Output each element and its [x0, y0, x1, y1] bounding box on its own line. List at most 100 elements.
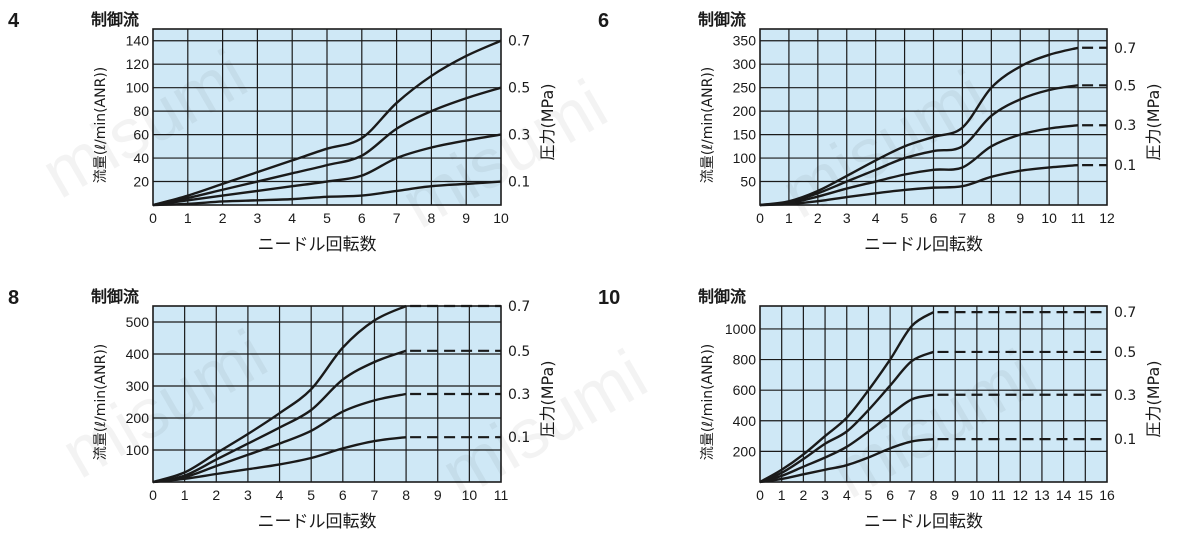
y-tick-label: 140: [126, 33, 150, 49]
x-tick-label: 4: [276, 487, 284, 503]
x-tick-label: 6: [339, 487, 347, 503]
y-tick-label: 100: [126, 442, 150, 458]
x-axis-label: ニードル回転数: [258, 235, 377, 255]
control-flow-label: 制御流: [698, 287, 746, 306]
x-tick-label: 0: [756, 210, 764, 226]
y-tick-label: 80: [133, 103, 149, 119]
x-tick-label: 7: [393, 210, 401, 226]
pressure-value-label: 0.5: [1114, 78, 1136, 94]
x-tick-label: 0: [756, 487, 764, 503]
plot-frame: [759, 28, 1108, 206]
series-line-0.1: [759, 163, 1079, 207]
series-line-0.7: [759, 46, 1079, 207]
series-line-0.1: [152, 436, 407, 484]
x-axis-label: ニードル回転数: [864, 235, 983, 255]
x-tick-label: 9: [434, 487, 442, 503]
series-line-0.3: [759, 124, 1079, 207]
series-line-0.7: [152, 304, 407, 484]
x-tick-label: 11: [1071, 210, 1086, 226]
x-tick-label: 12: [1099, 210, 1115, 226]
x-tick-label: 8: [428, 210, 436, 226]
chart-panel-8: 8 制御流 0 1 2 3 4 5 6 7 8 9 10 11 100 200 300 400 500 0.7 0.5 0…: [0, 277, 590, 554]
y-tick-label: 60: [133, 127, 149, 143]
y-tick-label: 500: [126, 314, 150, 330]
x-tick-label: 6: [358, 210, 366, 226]
pressure-value-label: 0.1: [508, 430, 530, 446]
x-tick-label: 3: [244, 487, 252, 503]
x-tick-label: 1: [785, 210, 793, 226]
y-axis-label: 流量(ℓ/min(ANR)): [700, 67, 716, 184]
series-line-0.1: [759, 437, 934, 484]
pressure-value-label: 0.3: [1114, 118, 1136, 134]
chart-svg: 8 制御流 0 1 2 3 4 5 6 7 8 9 10 11 100 200 300 400 500 0.7 0.5 0…: [8, 287, 557, 532]
y-tick-label: 100: [126, 80, 150, 96]
x-tick-label: 8: [987, 210, 995, 226]
y-tick-label: 400: [733, 413, 757, 429]
x-tick-label: 3: [821, 487, 829, 503]
y-tick-label: 200: [733, 443, 757, 459]
x-tick-label: 10: [1041, 210, 1057, 226]
y-tick-label: 120: [126, 56, 150, 72]
x-axis-label: ニードル回転数: [864, 512, 983, 532]
pressure-axis-label: 圧力(MPa): [1144, 83, 1163, 160]
chart-svg: 4 制御流 0 1 2 3 4 5 6 7 8 9 10 20 40 60 80 100 120 140 0.7 0.5 0…: [8, 10, 557, 255]
control-flow-label: 制御流: [91, 287, 139, 306]
chart-panel-6: 6 制御流 0 1 2 3 4 5 6 7 8 9 10 11 12 50 100 150 200 250 300 350…: [590, 0, 1180, 277]
pressure-value-label: 0.7: [1114, 41, 1136, 57]
x-tick-label: 2: [799, 487, 807, 503]
chart-panel-10: 10 制御流 0 1 2 3 4 5 6 7 8 9 10 11 12 13 14 15 16 200 400 600 80…: [590, 277, 1180, 554]
pressure-value-label: 0.3: [1114, 388, 1136, 404]
x-tick-label: 14: [1056, 487, 1072, 503]
series-line-0.5: [759, 84, 1079, 207]
x-tick-label: 3: [843, 210, 851, 226]
pressure-axis-label: 圧力(MPa): [538, 83, 557, 160]
x-tick-label: 1: [184, 210, 192, 226]
y-tick-label: 350: [733, 33, 757, 49]
series-line-0.7: [759, 311, 935, 484]
x-tick-label: 1: [181, 487, 189, 503]
x-tick-label: 2: [212, 487, 220, 503]
x-tick-label: 9: [462, 210, 470, 226]
series-line-0.7: [152, 39, 502, 207]
x-tick-label: 2: [814, 210, 822, 226]
x-tick-label: 12: [1012, 487, 1028, 503]
x-tick-label: 0: [149, 487, 157, 503]
x-tick-label: 10: [462, 487, 478, 503]
pressure-value-label: 0.1: [508, 175, 530, 191]
series-line-0.3: [759, 393, 934, 484]
pressure-axis-label: 圧力(MPa): [1144, 360, 1163, 437]
y-tick-label: 250: [733, 80, 757, 96]
y-tick-label: 600: [733, 382, 757, 398]
x-tick-label: 4: [872, 210, 880, 226]
x-tick-label: 6: [886, 487, 894, 503]
x-tick-label: 6: [930, 210, 938, 226]
y-tick-label: 400: [126, 346, 150, 362]
y-tick-label: 40: [133, 150, 149, 166]
x-tick-label: 9: [1016, 210, 1024, 226]
x-tick-label: 7: [959, 210, 967, 226]
plot-frame: [759, 305, 1108, 483]
x-tick-label: 11: [991, 487, 1006, 503]
y-tick-label: 800: [733, 352, 757, 368]
pressure-value-label: 0.3: [508, 387, 530, 403]
x-tick-label: 5: [865, 487, 873, 503]
x-tick-label: 10: [969, 487, 985, 503]
x-tick-label: 4: [843, 487, 851, 503]
x-tick-label: 8: [930, 487, 938, 503]
x-tick-label: 1: [778, 487, 786, 503]
y-tick-label: 200: [126, 410, 150, 426]
x-tick-label: 16: [1099, 487, 1115, 503]
x-tick-label: 8: [402, 487, 410, 503]
x-tick-label: 0: [149, 210, 157, 226]
x-axis-label: ニードル回転数: [258, 512, 377, 532]
series-line-0.1: [152, 180, 502, 207]
series-line-0.3: [152, 133, 502, 207]
x-tick-label: 5: [323, 210, 331, 226]
x-tick-label: 4: [288, 210, 296, 226]
y-axis-label: 流量(ℓ/min(ANR)): [700, 344, 716, 461]
x-tick-label: 3: [254, 210, 262, 226]
control-flow-label: 制御流: [91, 10, 139, 29]
pressure-value-label: 0.3: [508, 128, 530, 144]
x-tick-label: 11: [494, 487, 509, 503]
